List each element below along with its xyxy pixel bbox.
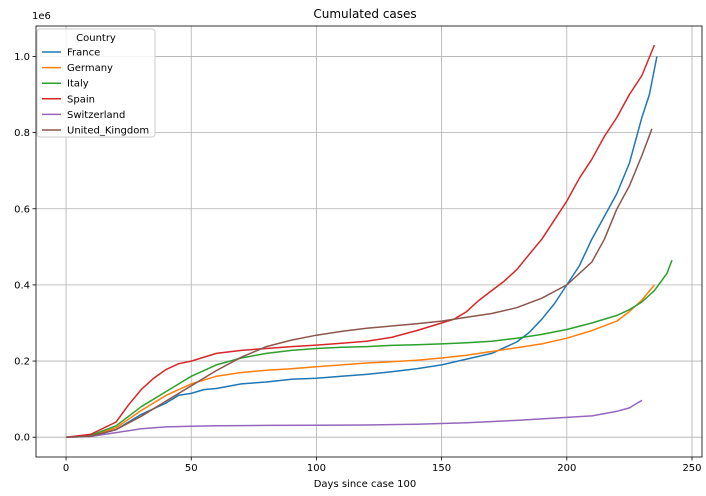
series-line-spain [65, 44, 656, 438]
series-line-united-kingdom [65, 128, 653, 438]
legend-box [36, 28, 156, 138]
series-lines [65, 44, 673, 438]
y-tick-label: 0.4 [14, 280, 30, 291]
legend-label-italy: Italy [67, 79, 89, 90]
legend-items: France Germany Italy Spain Switzerland United… [42, 48, 149, 137]
legend-label-germany: Germany [67, 63, 113, 74]
legend-label-united-kingdom: United_Kingdom [67, 126, 149, 137]
grid [36, 26, 702, 457]
y-tick-label: 0.2 [14, 357, 30, 368]
series-line-france [65, 56, 658, 438]
chart-title: Cumulated cases [313, 7, 416, 21]
x-tick-label: 100 [307, 463, 326, 474]
series-line-switzerland [65, 399, 643, 438]
legend-title: Country [76, 33, 116, 44]
x-axis-title: Days since case 100 [314, 479, 417, 490]
y-tick-label: 0.6 [14, 204, 30, 215]
series-line-germany [65, 284, 655, 438]
x-tick-label: 50 [185, 463, 198, 474]
x-tick-label: 200 [557, 463, 576, 474]
legend-label-switzerland: Switzerland [67, 110, 125, 121]
y-tick-label: 1.0 [14, 52, 30, 63]
legend: Country France Germany Italy Spain Switzerla… [36, 28, 156, 138]
series-line-italy [65, 259, 673, 438]
x-tick-label: 150 [432, 463, 451, 474]
axis-ticks: 0 50 100 150 200 250 0.0 0.2 0.4 0.6 0.8 1.0 [14, 52, 701, 474]
y-tick-label: 0.8 [14, 128, 30, 139]
x-tick-label: 0 [63, 463, 69, 474]
y-axis-multiplier: 1e6 [32, 11, 51, 22]
y-tick-label: 0.0 [14, 433, 30, 444]
legend-label-spain: Spain [67, 94, 95, 105]
x-tick-label: 250 [682, 463, 701, 474]
plot-frame [35, 25, 703, 458]
legend-label-france: France [67, 48, 100, 59]
